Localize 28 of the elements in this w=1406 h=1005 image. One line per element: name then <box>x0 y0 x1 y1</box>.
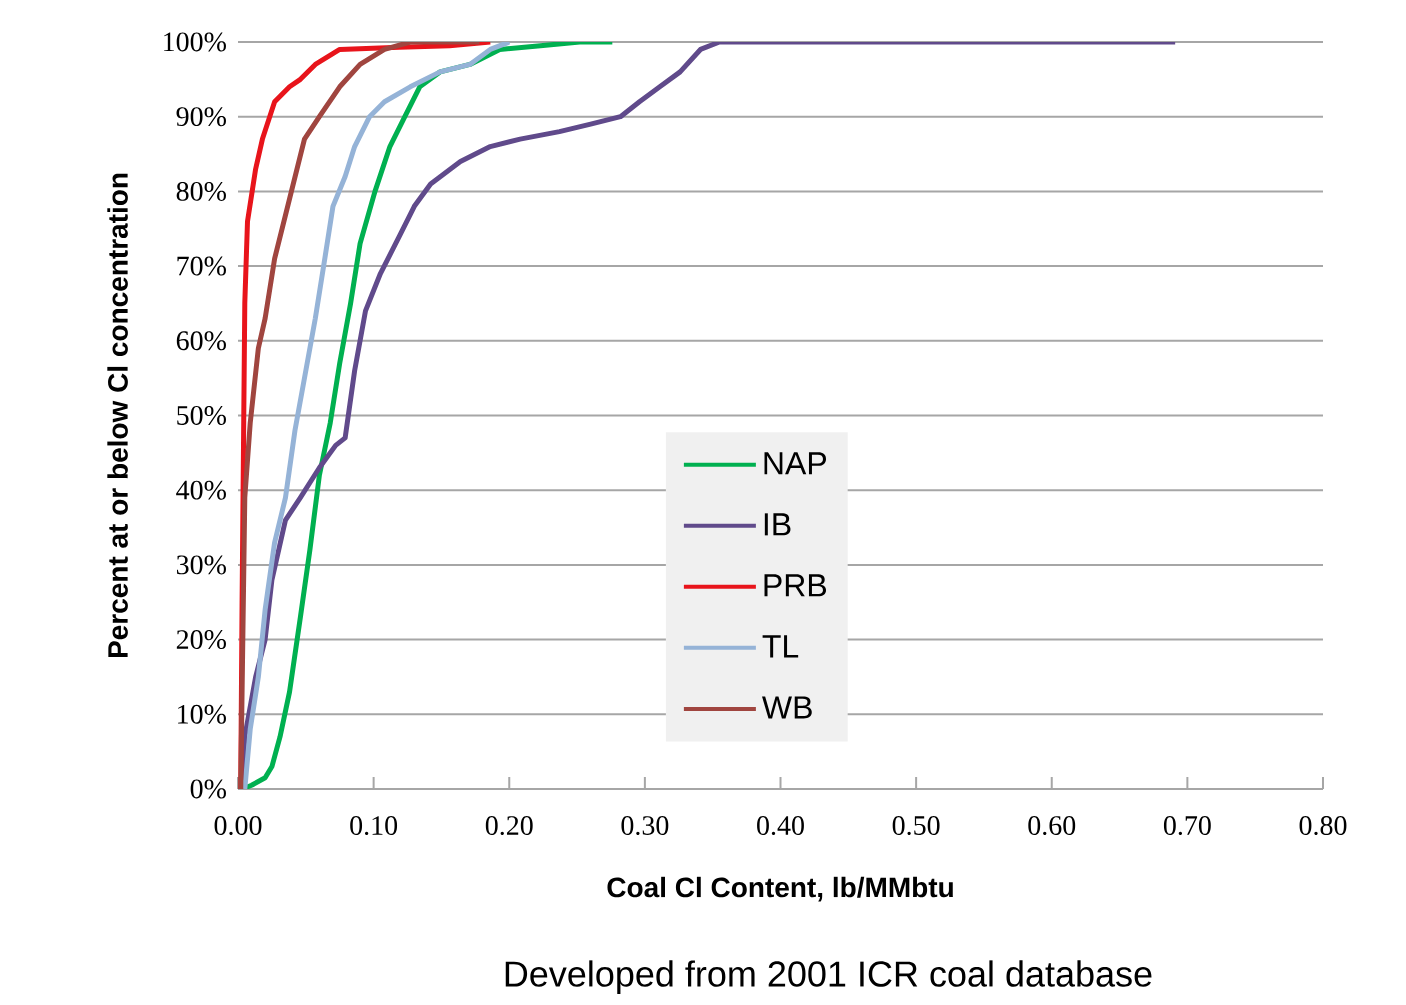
x-tick-label: 0.70 <box>1163 816 1211 836</box>
y-axis-title: Percent at or below Cl concentration <box>107 173 128 658</box>
legend-label: PRB <box>764 574 826 597</box>
legend-label: WB <box>762 696 812 719</box>
y-tick-label: 40% <box>176 480 226 500</box>
x-tick-label: 0.20 <box>485 816 533 836</box>
y-tick-label: 0% <box>190 779 226 799</box>
y-tick-label: 90% <box>176 107 226 127</box>
y-tick-label: 70% <box>177 256 226 276</box>
y-tick-label: 50% <box>177 405 226 425</box>
x-tick-label: 0.30 <box>621 816 669 836</box>
y-tick-label: 80% <box>176 181 226 201</box>
legend-label: NAP <box>764 452 826 475</box>
legend-label: IB <box>764 513 791 536</box>
x-tick-label: 0.60 <box>1028 816 1076 836</box>
y-tick-label: 20% <box>176 630 226 650</box>
y-tick-label: 10% <box>178 704 226 724</box>
y-tick-label: 30% <box>176 555 226 575</box>
x-tick-label: 0.40 <box>757 816 804 836</box>
y-tick-label: 60% <box>176 331 226 351</box>
x-tick-label: 0.50 <box>892 816 940 836</box>
x-tick-label: 0.10 <box>350 816 398 836</box>
y-tick-label: 100% <box>164 32 226 52</box>
x-tick-label: 0.00 <box>214 816 262 836</box>
text: Developed from 2001 ICR coal database <box>505 960 1152 994</box>
x-axis-title: Coal Cl Content, lb/MMbtu <box>607 876 953 902</box>
x-tick-label: 0.80 <box>1299 816 1347 836</box>
legend-label: TL <box>762 635 799 658</box>
